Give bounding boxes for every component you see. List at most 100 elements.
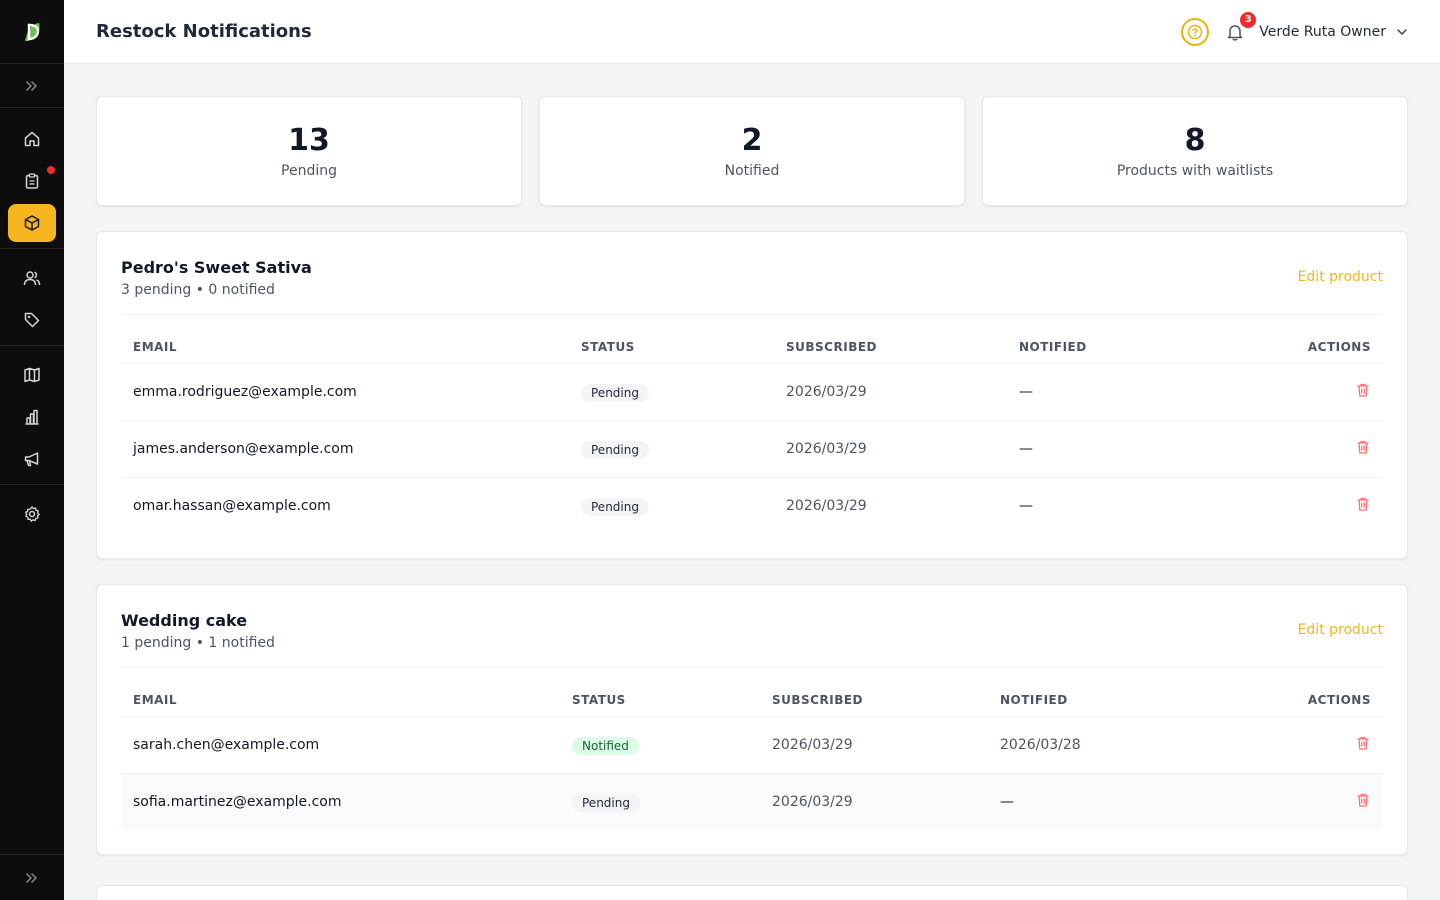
sidebar-item-customers[interactable] — [8, 259, 56, 297]
status-cell: Pending — [569, 477, 774, 534]
stat-value: 8 — [1184, 123, 1206, 158]
stat-value: 2 — [741, 123, 763, 158]
table-row: sofia.martinez@example.com Pending 2026/… — [121, 773, 1383, 830]
product-waitlist-card: Wedding cake 1 pending • 1 notified Edit… — [96, 584, 1408, 855]
status-cell: Pending — [569, 420, 774, 478]
subscribed-date: 2026/03/29 — [774, 363, 1007, 421]
sidebar-item-orders[interactable] — [8, 162, 56, 200]
trash-icon — [1357, 383, 1369, 397]
delete-subscriber-button[interactable] — [1355, 792, 1371, 812]
status-badge: Pending — [572, 793, 640, 812]
subscribed-date: 2026/03/29 — [774, 420, 1007, 478]
notified-date: — — [1007, 420, 1200, 478]
column-header-notified[interactable]: NOTIFIED — [1007, 331, 1200, 364]
sidebar-item-products[interactable] — [8, 204, 56, 242]
subscribed-date: 2026/03/29 — [786, 497, 867, 514]
actions-cell — [1203, 773, 1383, 830]
sidebar-item-settings[interactable] — [8, 495, 56, 533]
column-header-email[interactable]: EMAIL — [121, 684, 560, 717]
column-header-actions: ACTIONS — [1199, 331, 1383, 364]
delete-subscriber-button[interactable] — [1355, 735, 1371, 755]
status-badge: Pending — [581, 440, 649, 459]
sidebar-nav — [0, 108, 64, 533]
notification-count-badge: 3 — [1240, 11, 1257, 28]
help-icon — [1188, 24, 1203, 39]
stat-card-pending: 13 Pending — [96, 96, 522, 206]
subscribed-date: 2026/03/29 — [760, 773, 988, 830]
column-header-status[interactable]: STATUS — [560, 684, 760, 717]
product-summary: 1 pending • 1 notified — [121, 635, 275, 651]
expand-sidebar-button[interactable] — [0, 64, 64, 108]
subscriber-email: omar.hassan@example.com — [133, 497, 331, 514]
edit-product-link[interactable]: Edit product — [1297, 269, 1383, 285]
trash-icon — [1357, 793, 1369, 807]
box-icon — [24, 215, 40, 231]
product-waitlist-card — [96, 885, 1408, 900]
bar-chart-icon — [25, 409, 39, 425]
notified-date: — — [1019, 497, 1033, 514]
help-button[interactable] — [1181, 17, 1210, 46]
table-row: emma.rodriguez@example.com Pending 2026/… — [121, 363, 1383, 421]
stat-value: 13 — [288, 123, 330, 158]
column-header-actions: ACTIONS — [1203, 684, 1383, 717]
actions-cell — [1199, 363, 1383, 421]
column-header-email[interactable]: EMAIL — [121, 331, 569, 364]
table-row: sarah.chen@example.com Notified 2026/03/… — [121, 716, 1383, 774]
sidebar-item-analytics[interactable] — [8, 398, 56, 436]
collapse-toggle-button[interactable] — [0, 854, 64, 900]
users-icon — [23, 271, 41, 286]
column-header-subscribed[interactable]: SUBSCRIBED — [760, 684, 988, 717]
notified-date: — — [1007, 363, 1200, 421]
column-header-notified[interactable]: NOTIFIED — [988, 684, 1204, 717]
sidebar-item-home[interactable] — [8, 120, 56, 158]
subscribers-table: EMAIL STATUS SUBSCRIBED NOTIFIED ACTIONS… — [121, 331, 1383, 534]
page-title: Restock Notifications — [96, 21, 312, 42]
map-icon — [24, 367, 40, 383]
main-content: 13 Pending 2 Notified 8 Products with wa… — [96, 96, 1408, 855]
stats-row: 13 Pending 2 Notified 8 Products with wa… — [96, 96, 1408, 206]
subscribed-date: 2026/03/29 — [760, 716, 988, 774]
nav-divider — [0, 484, 64, 485]
delete-subscriber-button[interactable] — [1355, 382, 1371, 402]
table-row: omar.hassan@example.com Pending 2026/03/… — [121, 477, 1383, 534]
gear-icon — [24, 506, 40, 522]
status-badge: Notified — [572, 736, 639, 755]
delete-subscriber-button[interactable] — [1355, 496, 1371, 516]
nav-divider — [0, 248, 64, 249]
notifications-button[interactable]: 3 — [1223, 11, 1257, 44]
table-header-row: EMAIL STATUS SUBSCRIBED NOTIFIED ACTIONS — [121, 684, 1383, 717]
status-badge: Pending — [581, 383, 649, 402]
subscribers-table: EMAIL STATUS SUBSCRIBED NOTIFIED ACTIONS… — [121, 684, 1383, 830]
subscriber-email: sofia.martinez@example.com — [121, 773, 560, 830]
sidebar — [0, 0, 64, 900]
sidebar-item-menu[interactable] — [8, 356, 56, 394]
stat-card-products-with-waitlists: 8 Products with waitlists — [982, 96, 1408, 206]
stat-label: Notified — [724, 163, 780, 179]
brand-logo[interactable] — [0, 0, 64, 64]
orders-alert-dot — [47, 166, 55, 174]
subscriber-email: emma.rodriguez@example.com — [121, 363, 569, 421]
column-header-subscribed[interactable]: SUBSCRIBED — [774, 331, 1007, 364]
actions-cell — [1203, 716, 1383, 774]
actions-cell — [1200, 477, 1383, 534]
user-menu[interactable]: Verde Ruta Owner — [1259, 24, 1408, 40]
stat-label: Pending — [281, 163, 337, 179]
product-card-header: Wedding cake 1 pending • 1 notified Edit… — [121, 609, 1383, 668]
product-name: Pedro's Sweet Sativa — [121, 258, 312, 277]
sidebar-item-marketing[interactable] — [8, 440, 56, 478]
delete-subscriber-button[interactable] — [1355, 439, 1371, 459]
top-header: Restock Notifications 3 Verde Ruta Owner — [64, 0, 1440, 64]
trash-icon — [1357, 736, 1369, 750]
status-cell: Notified — [560, 716, 760, 774]
trash-icon — [1357, 497, 1369, 511]
clipboard-icon — [25, 173, 39, 189]
status-cell: Pending — [569, 363, 774, 421]
product-card-header: Pedro's Sweet Sativa 3 pending • 0 notif… — [121, 256, 1383, 315]
notified-date: 2026/03/28 — [988, 716, 1204, 774]
stat-label: Products with waitlists — [1116, 163, 1274, 179]
subscriber-email: james.anderson@example.com — [121, 420, 569, 478]
sidebar-item-discounts[interactable] — [8, 301, 56, 339]
edit-product-link[interactable]: Edit product — [1297, 622, 1383, 638]
column-header-status[interactable]: STATUS — [569, 331, 774, 364]
subscriber-email: sarah.chen@example.com — [121, 716, 560, 774]
